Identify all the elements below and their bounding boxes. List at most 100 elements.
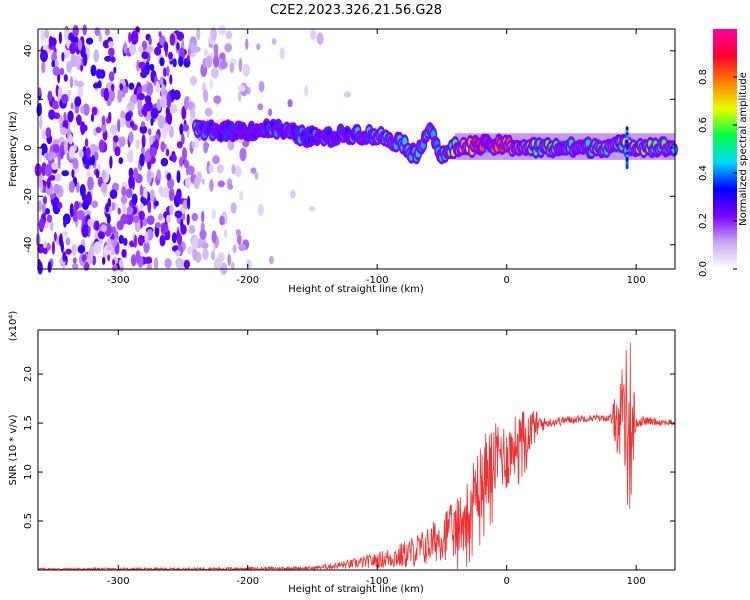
spectrogram-noise-cell	[176, 42, 180, 51]
spectrogram-noise-cell	[147, 128, 152, 136]
spectrogram-noise-cell	[105, 203, 110, 213]
spectrogram-noise-cell	[117, 89, 123, 103]
spectrogram-noise-cell	[104, 55, 112, 62]
spectrogram-noise-cell	[174, 210, 183, 219]
spectrogram-noise-cell	[254, 171, 259, 180]
snr-series-line	[38, 342, 676, 571]
spectrogram-noise-cell	[95, 126, 102, 134]
spectrogram-noise-cell	[135, 139, 140, 150]
spectrogram-noise-cell	[138, 61, 145, 69]
spectrogram-noise-cell	[182, 211, 186, 221]
spectrogram-noise-cell	[127, 149, 134, 163]
spectrogram-noise-cell	[176, 188, 182, 201]
spectrogram-noise-cell	[81, 254, 87, 262]
spectrogram-noise-cell	[68, 134, 73, 145]
spectrogram-noise-cell	[40, 49, 48, 63]
spectrogram-noise-cell	[53, 173, 62, 182]
spectrogram-noise-cell	[97, 230, 106, 240]
spectrogram-noise-cell	[128, 167, 134, 178]
spectrogram-y-tick-label: 20	[23, 93, 34, 106]
spectrogram-noise-cell	[64, 139, 68, 154]
spectrogram-noise-cell	[239, 190, 244, 201]
spectrogram-noise-cell	[166, 94, 172, 109]
spectrogram-noise-cell	[67, 110, 74, 123]
spectrogram-noise-cell	[72, 158, 79, 170]
spectrogram-noise-cell	[71, 169, 75, 178]
spectrogram-noise-cell	[163, 41, 169, 52]
colorbar: 0.0 0.2 0.4 0.6 0.8 Normalized spectral ampl…	[698, 29, 749, 277]
spectrogram-noise-cell	[52, 66, 61, 76]
snr-x-tick-label: -100	[366, 576, 389, 587]
spectrogram-noise-cell	[41, 60, 46, 74]
spectrogram-noise-cell	[211, 208, 216, 221]
spectrogram-noise-cell	[42, 195, 48, 205]
spectrogram-noise-cell	[203, 49, 208, 56]
spectrogram-noise-cell	[139, 203, 144, 210]
snr-x-tick-label: 0	[503, 576, 509, 587]
spectrogram-noise-cell	[65, 248, 72, 255]
spectrogram-noise-cell	[136, 59, 141, 72]
spectrogram-noise-cell	[76, 114, 82, 126]
spectrogram-noise-cell	[48, 35, 53, 48]
spectrogram-noise-cell	[93, 151, 99, 161]
spectrogram-noise-cell	[49, 193, 56, 200]
spectrogram-noise-cell	[289, 189, 296, 199]
spectrogram-noise-cell	[205, 55, 213, 69]
colorbar-tick-label: 0.8	[698, 69, 709, 85]
spectrogram-noise-cell	[154, 200, 159, 207]
spectrogram-noise-cell	[146, 82, 154, 96]
spectrogram-noise-cell	[193, 46, 201, 53]
spectrogram-noise-cell	[84, 138, 89, 148]
spectrogram-noise-cell	[111, 265, 118, 272]
spectrogram-noise-cell	[83, 124, 88, 132]
spectrogram-noise-cell	[171, 232, 177, 244]
spectrogram-noise-cell	[63, 74, 68, 82]
spectrogram-noise-cell	[180, 218, 184, 231]
spectrogram-noise-cell	[101, 169, 106, 181]
spectrogram-noise-cell	[95, 168, 100, 179]
spectrogram-noise-cell	[287, 99, 293, 108]
spectrogram-signal-track	[192, 118, 678, 170]
spectrogram-noise-cell	[87, 176, 94, 191]
spectrogram-noise-cell	[76, 209, 85, 221]
snr-x-tick-label: 100	[627, 576, 646, 587]
spectrogram-noise-cell	[187, 165, 195, 176]
spectrogram-noise-cell	[171, 153, 177, 163]
spectrogram-noise-cell	[62, 251, 67, 263]
spectrogram-noise-cell	[108, 41, 114, 48]
spectrogram-noise-cell	[82, 200, 89, 210]
spectrogram-noise-cell	[145, 101, 153, 112]
spectrogram-noise-cell	[98, 32, 103, 43]
spectrogram-noise-cell	[230, 202, 237, 214]
spectrogram-noise-cell	[109, 189, 118, 199]
spectrogram-noise-cell	[77, 39, 83, 51]
spectrogram-noise-cell	[69, 145, 76, 160]
spectrogram-noise-cell	[172, 58, 177, 68]
spectrogram-y-tick-label: 0	[23, 145, 34, 151]
spectrogram-noise-cell	[191, 212, 198, 222]
spectrogram-noise-cell	[103, 87, 110, 101]
spectrogram-noise-cell	[53, 231, 57, 242]
spectrogram-noise-cell	[93, 241, 102, 254]
spectrogram-noise-cell	[69, 76, 74, 89]
spectrogram-noise-cell	[145, 256, 153, 265]
spectrogram-noise-cell	[192, 247, 198, 261]
spectrogram-noise-cell	[138, 210, 146, 221]
spectrogram-x-tick-label: 100	[627, 275, 646, 286]
spectrogram-noise-cell	[130, 254, 137, 267]
spectrogram-noise-cell	[238, 243, 247, 252]
spectrogram-noise-cell	[160, 141, 166, 153]
spectrogram-noise-cell	[148, 135, 154, 145]
spectrogram-noise-cell	[196, 28, 201, 41]
spectrogram-noise-cell	[187, 180, 192, 187]
spectrogram-noise-cell	[51, 240, 56, 255]
spectrogram-noise-cell	[210, 67, 219, 79]
spectrogram-noise-cell	[225, 30, 233, 40]
spectrogram-noise-cell	[169, 74, 173, 85]
spectrogram-noise-cell	[81, 193, 88, 202]
spectrogram-noise-cell	[168, 188, 175, 202]
spectrogram-noise-cell	[256, 43, 261, 51]
spectrogram-noise-cell	[231, 164, 236, 175]
spectrogram-noise-cell	[176, 170, 181, 184]
